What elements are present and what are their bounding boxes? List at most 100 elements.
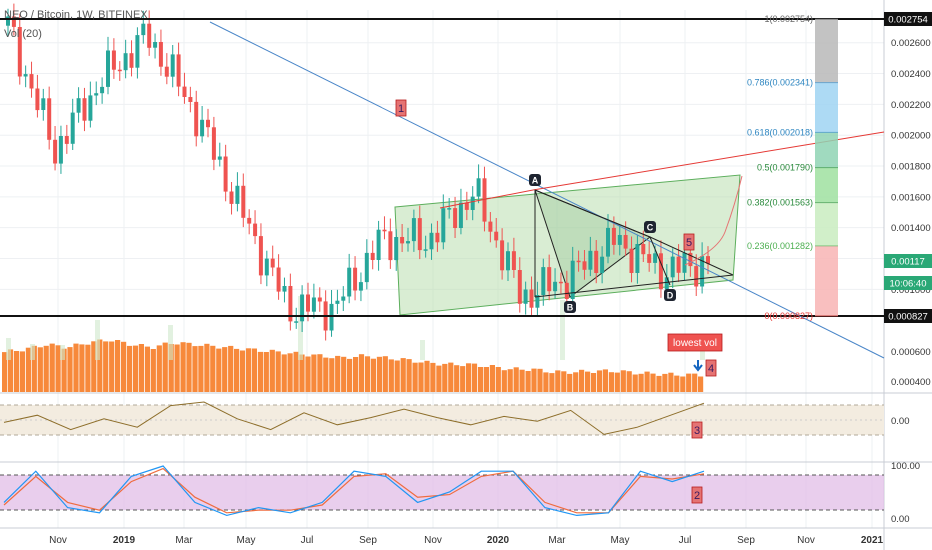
volume-bar: [97, 339, 103, 392]
price-tick-label: 0.002600: [891, 38, 931, 49]
time-tick-label: Mar: [548, 535, 566, 546]
candle-up: [88, 95, 93, 121]
volume-bar: [466, 363, 472, 392]
candle-up: [670, 256, 675, 278]
uptrend-line-start: [439, 189, 534, 209]
volume-bar: [513, 367, 519, 392]
candle-up: [447, 208, 452, 210]
pattern-layer: [394, 174, 741, 316]
candle-down: [453, 208, 458, 228]
volume-bar: [156, 345, 162, 392]
candle-down: [488, 221, 493, 232]
downtrend-line: [209, 21, 885, 359]
volume-bar: [567, 373, 573, 392]
fib-band: [815, 202, 838, 246]
volume-bar: [543, 372, 549, 392]
volume-bar: [263, 352, 269, 392]
stoch-band: [0, 475, 884, 510]
candle-down: [388, 231, 393, 261]
channel-box: [394, 174, 741, 316]
volume-bar: [585, 371, 591, 392]
volume-bar: [424, 360, 430, 392]
volume-bar: [126, 345, 133, 392]
price-tick-label: 0.002000: [891, 131, 931, 142]
candle-up: [100, 86, 105, 94]
candle-up: [235, 185, 240, 204]
candle-down: [676, 256, 681, 273]
candle-down: [500, 240, 505, 271]
symbol-title[interactable]: NEO / Bitcoin, 1W, BITFINEX: [4, 9, 148, 21]
volume-spike: [30, 344, 35, 360]
candle-down: [53, 139, 58, 164]
down-arrow-icon: [693, 360, 703, 372]
candle-up: [606, 227, 610, 257]
candle-down: [658, 253, 663, 290]
annotation-marker-2-label: 2: [694, 490, 700, 502]
time-tick-label: Sep: [737, 535, 755, 546]
candle-down: [276, 267, 281, 292]
volume-bar: [109, 341, 115, 392]
volume-bar: [79, 344, 85, 392]
price-axis[interactable]: 0.002600 0.002400 0.002200 0.002000 0.001800…: [884, 12, 932, 525]
candle-up: [282, 286, 287, 292]
volume-spike: [6, 338, 11, 360]
stoch-k-line: [3, 465, 705, 517]
candle-down: [223, 156, 228, 192]
volume-bar: [323, 357, 329, 392]
volume-bar: [245, 348, 252, 392]
candle-down: [206, 119, 210, 128]
candle-up: [329, 303, 334, 331]
pattern-point-c: [644, 221, 656, 233]
volume-bar: [49, 343, 55, 392]
volume-bar: [55, 345, 61, 392]
volume-bar: [358, 354, 365, 392]
annotation-marker-3: [691, 421, 703, 439]
volume-bar: [150, 349, 156, 392]
price-marker-last: [884, 254, 932, 268]
projection-curve: [684, 175, 743, 266]
candle-down: [188, 97, 193, 102]
time-tick-label: Jul: [679, 535, 692, 546]
volume-bar: [608, 372, 614, 392]
volume-bar: [222, 347, 228, 392]
volume-bar: [638, 373, 644, 392]
candle-down: [29, 74, 34, 89]
volume-bar: [234, 348, 240, 392]
candle-down: [182, 86, 187, 97]
volume-bar: [596, 370, 603, 392]
fib-level-label: 1(0.002754): [764, 14, 813, 24]
candle-down: [464, 202, 469, 210]
volume-bar: [341, 356, 347, 392]
volume-bar: [418, 362, 424, 392]
volume-bar: [13, 351, 20, 392]
fib-band: [815, 132, 838, 168]
cci-tick-label: 0.00: [891, 416, 910, 427]
candle-down: [529, 289, 534, 308]
candle-down: [241, 185, 246, 218]
fib-level-label: 0.236(0.001282): [747, 241, 813, 251]
volume-bar: [364, 356, 371, 392]
support-line: [534, 274, 734, 298]
candle-down: [576, 260, 581, 263]
volume-bar: [287, 353, 293, 392]
volume-bar: [632, 374, 638, 392]
volume-bar: [31, 345, 37, 392]
volume-bar: [436, 365, 442, 392]
candle-down: [629, 248, 634, 273]
volume-bar: [168, 344, 174, 392]
candle-down: [623, 235, 628, 249]
volume-bar: [216, 348, 222, 392]
volume-study-label[interactable]: Vol (20): [4, 28, 42, 40]
volume-bar: [650, 373, 656, 392]
time-tick-label: 2020: [487, 535, 510, 546]
stoch-d-line: [3, 467, 705, 514]
candle-down: [64, 136, 69, 144]
candle-up: [394, 237, 399, 261]
volume-bar: [376, 356, 382, 392]
lowest-vol-box: [667, 333, 723, 352]
candle-down: [435, 232, 440, 243]
fib-band: [815, 19, 838, 83]
time-axis[interactable]: Nov 2019 Mar May Jul Sep Nov 2020 Mar May Jul Sep No…: [49, 535, 883, 546]
